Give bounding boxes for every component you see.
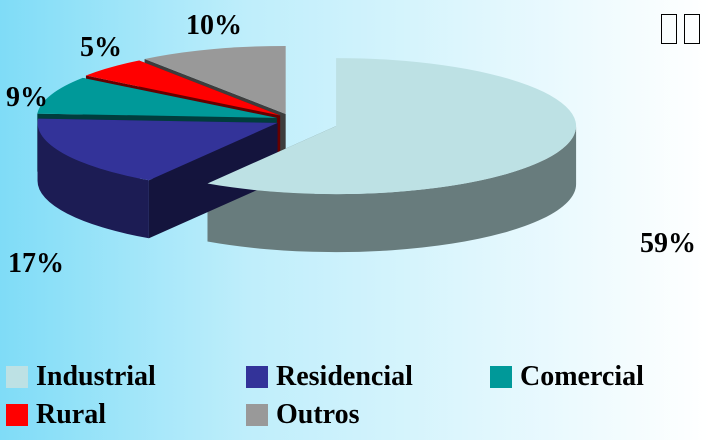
legend: Industrial Residencial Comercial Rural Outro… — [0, 360, 710, 440]
slice-outros — [144, 45, 286, 114]
legend-swatch — [246, 366, 268, 388]
slice-label-residencial: 17% — [8, 248, 64, 279]
legend-label: Residencial — [276, 361, 413, 392]
legend-label: Industrial — [36, 361, 156, 392]
legend-swatch — [246, 404, 268, 426]
slice-label-industrial: 59% — [640, 228, 696, 259]
placeholder-glyph-1 — [661, 14, 677, 44]
slice-label-rural: 5% — [80, 32, 122, 63]
slice-industrial — [207, 58, 577, 195]
legend-swatch — [6, 366, 28, 388]
legend-swatch — [6, 404, 28, 426]
pie-chart: 59% 17% 9% 5% 10% — [6, 10, 696, 279]
slice-label-outros: 10% — [186, 10, 242, 41]
legend-item-rural: Rural — [6, 398, 106, 432]
slice-label-comercial: 9% — [6, 82, 48, 113]
legend-label: Rural — [36, 399, 106, 430]
slice-rural — [85, 60, 281, 116]
legend-item-industrial: Industrial — [6, 360, 156, 394]
legend-swatch — [490, 366, 512, 388]
legend-label: Comercial — [520, 361, 644, 392]
slice-residencial — [37, 118, 278, 181]
slice-comercial — [37, 77, 277, 118]
legend-label: Outros — [276, 399, 360, 430]
legend-item-residencial: Residencial — [246, 360, 413, 394]
legend-item-comercial: Comercial — [490, 360, 644, 394]
legend-item-outros: Outros — [246, 398, 360, 432]
placeholder-glyph-2 — [684, 14, 700, 44]
